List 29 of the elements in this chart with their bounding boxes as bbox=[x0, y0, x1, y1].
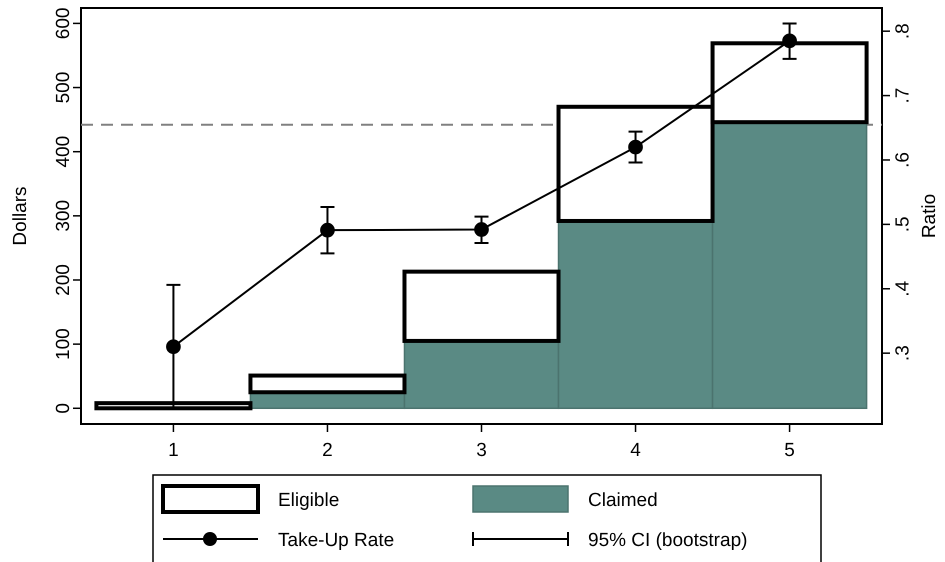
x-tick-label: 2 bbox=[322, 440, 333, 461]
y2-tick-label: .6 bbox=[892, 152, 914, 168]
legend-label: Claimed bbox=[588, 490, 658, 511]
y-tick-label: 600 bbox=[53, 8, 74, 40]
x-tick-label: 3 bbox=[476, 440, 487, 461]
y-axis-title: Dollars bbox=[10, 186, 31, 246]
x-tick-label: 1 bbox=[168, 440, 179, 461]
y2-tick-label: .8 bbox=[892, 23, 914, 40]
y-tick-label: 0 bbox=[53, 402, 74, 414]
x-tick-label: 5 bbox=[784, 440, 795, 461]
point bbox=[166, 339, 181, 354]
legend-label: Take-Up Rate bbox=[278, 530, 394, 551]
point bbox=[782, 34, 797, 48]
point bbox=[320, 222, 335, 238]
y-tick-label: 200 bbox=[53, 264, 74, 296]
y2-tick-label: .4 bbox=[892, 280, 914, 297]
x-tick-label: 4 bbox=[630, 440, 642, 461]
legend-label: Eligible bbox=[278, 490, 340, 511]
y2-tick-label: .5 bbox=[892, 216, 914, 232]
y2-tick-label: .7 bbox=[892, 88, 914, 104]
point bbox=[474, 222, 489, 237]
text: 95% CI (bootstrap) bbox=[588, 530, 748, 551]
y-tick-label: 500 bbox=[53, 72, 74, 104]
y-tick-label: 300 bbox=[53, 200, 74, 232]
point bbox=[628, 140, 643, 154]
y-tick-label: 100 bbox=[53, 328, 74, 360]
y-tick-label: 400 bbox=[53, 136, 74, 168]
y2-tick-label: .3 bbox=[892, 345, 914, 362]
y2-axis-title: Ratio bbox=[919, 194, 940, 238]
